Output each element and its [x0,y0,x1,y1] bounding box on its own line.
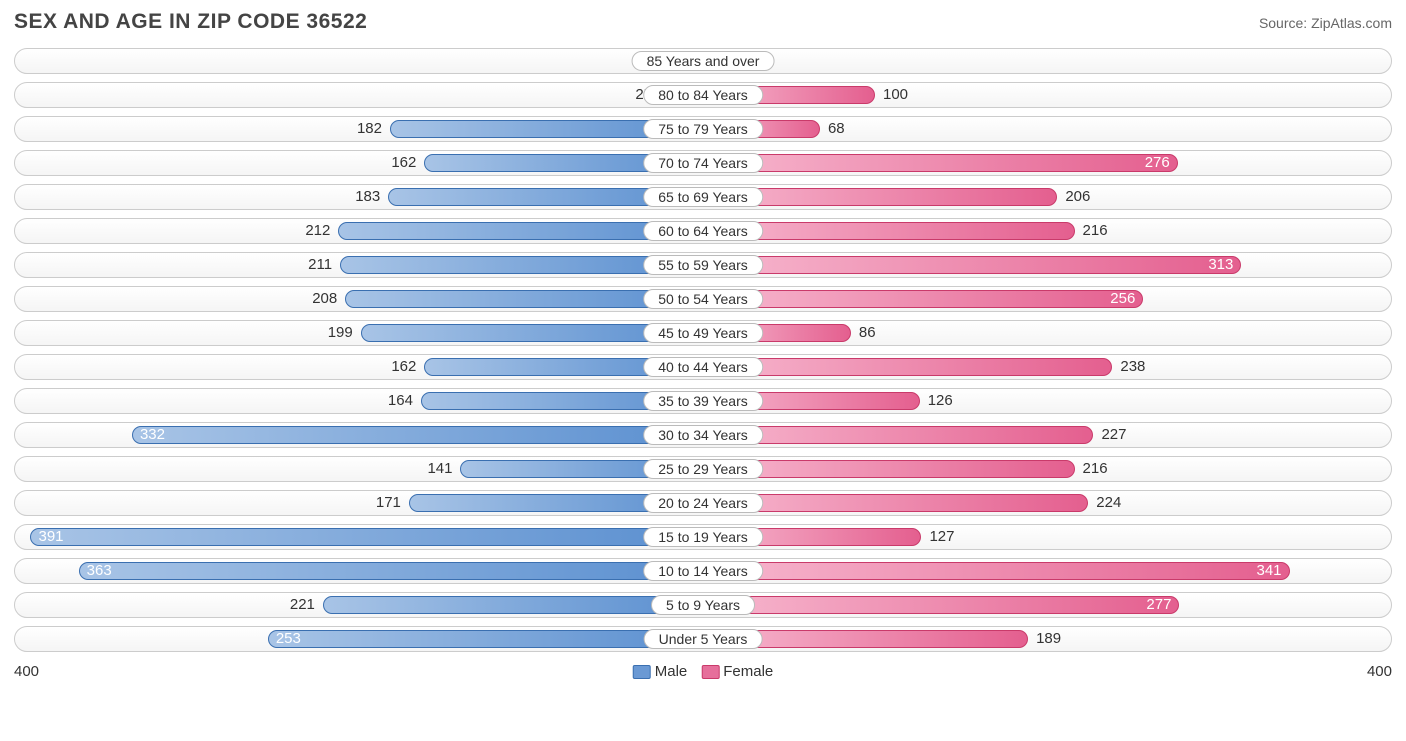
age-category-pill: 50 to 54 Years [643,289,763,309]
age-category-pill: 15 to 19 Years [643,527,763,547]
population-pyramid-chart: 152085 Years and over2510080 to 84 Years… [14,48,1392,652]
female-value-label: 216 [1083,219,1108,243]
pyramid-row: 253 189 Under 5 Years [14,626,1392,652]
age-category-pill: 20 to 24 Years [643,493,763,513]
male-value-label: 253 [276,627,301,651]
pyramid-row: 363 341 10 to 14 Years [14,558,1392,584]
pyramid-row: 162 238 40 to 44 Years [14,354,1392,380]
female-bar [703,562,1290,580]
female-bar [703,154,1178,172]
male-bar [30,528,703,546]
female-swatch-icon [701,665,719,679]
pyramid-row: 141 216 25 to 29 Years [14,456,1392,482]
male-swatch-icon [633,665,651,679]
female-value-label: 126 [928,389,953,413]
pyramid-row: 199 86 45 to 49 Years [14,320,1392,346]
male-bar [132,426,703,444]
female-value-label: 227 [1101,423,1126,447]
female-bar [703,596,1179,614]
female-value-label: 86 [859,321,876,345]
male-value-label: 391 [38,525,63,549]
female-value-label: 127 [929,525,954,549]
male-value-label: 162 [391,355,416,379]
chart-legend: Male Female [633,663,774,680]
age-category-pill: 5 to 9 Years [651,595,755,615]
male-value-label: 162 [391,151,416,175]
female-value-label: 206 [1065,185,1090,209]
legend-female: Female [701,663,773,680]
male-value-label: 332 [140,423,165,447]
age-category-pill: 25 to 29 Years [643,459,763,479]
male-value-label: 141 [427,457,452,481]
pyramid-row: 2510080 to 84 Years [14,82,1392,108]
chart-footer: 400 Male Female 400 [14,660,1392,682]
age-category-pill: Under 5 Years [644,629,763,649]
female-value-label: 313 [1208,253,1233,277]
pyramid-row: 183 206 65 to 69 Years [14,184,1392,210]
female-value-label: 341 [1256,559,1281,583]
male-value-label: 164 [388,389,413,413]
pyramid-row: 162 276 70 to 74 Years [14,150,1392,176]
pyramid-row: 182 68 75 to 79 Years [14,116,1392,142]
male-value-label: 363 [87,559,112,583]
male-bar [323,596,703,614]
axis-label-right: 400 [1367,663,1392,680]
legend-male-label: Male [655,663,688,680]
pyramid-row: 164 126 35 to 39 Years [14,388,1392,414]
pyramid-row: 152085 Years and over [14,48,1392,74]
female-value-label: 189 [1036,627,1061,651]
legend-female-label: Female [723,663,773,680]
male-value-label: 211 [308,253,332,277]
female-value-label: 216 [1083,457,1108,481]
pyramid-row: 212 216 60 to 64 Years [14,218,1392,244]
female-value-label: 224 [1096,491,1121,515]
male-value-label: 171 [376,491,401,515]
pyramid-row: 208 256 50 to 54 Years [14,286,1392,312]
age-category-pill: 85 Years and over [632,51,775,71]
axis-label-left: 400 [14,663,39,680]
age-category-pill: 80 to 84 Years [643,85,763,105]
age-category-pill: 55 to 59 Years [643,255,763,275]
male-value-label: 183 [355,185,380,209]
age-category-pill: 35 to 39 Years [643,391,763,411]
age-category-pill: 40 to 44 Years [643,357,763,377]
age-category-pill: 45 to 49 Years [643,323,763,343]
male-value-label: 182 [357,117,382,141]
male-bar [268,630,703,648]
age-category-pill: 10 to 14 Years [643,561,763,581]
female-value-label: 256 [1110,287,1135,311]
male-value-label: 212 [305,219,330,243]
age-category-pill: 30 to 34 Years [643,425,763,445]
female-bar [703,256,1241,274]
female-value-label: 276 [1145,151,1170,175]
chart-header: SEX AND AGE IN ZIP CODE 36522 Source: Zi… [14,10,1392,34]
male-bar [79,562,703,580]
legend-male: Male [633,663,688,680]
age-category-pill: 75 to 79 Years [643,119,763,139]
female-value-label: 68 [828,117,845,141]
female-bar [703,358,1112,376]
female-value-label: 277 [1146,593,1171,617]
chart-source: Source: ZipAtlas.com [1259,15,1392,31]
pyramid-row: 221 277 5 to 9 Years [14,592,1392,618]
female-value-label: 100 [883,83,908,107]
pyramid-row: 211 313 55 to 59 Years [14,252,1392,278]
pyramid-row: 171 224 20 to 24 Years [14,490,1392,516]
male-value-label: 221 [290,593,315,617]
age-category-pill: 70 to 74 Years [643,153,763,173]
female-value-label: 238 [1120,355,1145,379]
pyramid-row: 332 227 30 to 34 Years [14,422,1392,448]
male-value-label: 199 [328,321,353,345]
age-category-pill: 60 to 64 Years [643,221,763,241]
male-value-label: 208 [312,287,337,311]
pyramid-row: 391 127 15 to 19 Years [14,524,1392,550]
female-bar [703,290,1143,308]
age-category-pill: 65 to 69 Years [643,187,763,207]
chart-title: SEX AND AGE IN ZIP CODE 36522 [14,10,367,34]
